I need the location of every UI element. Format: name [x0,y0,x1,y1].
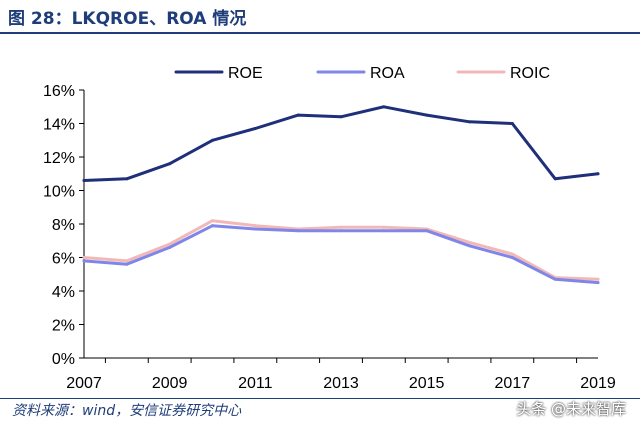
data-point-roic [253,224,257,228]
x-tick-label: 2013 [323,375,359,392]
data-point-roa [125,262,129,266]
data-point-roa [382,229,386,233]
series-line-roa [82,224,600,285]
y-tick-label: 0% [52,351,75,368]
data-point-roa [296,229,300,233]
legend-label-roic: ROIC [510,65,550,82]
y-tick-label: 12% [43,150,75,167]
data-point-roe [296,113,300,117]
data-point-roe [425,113,429,117]
axes: 0% 2% 4% 6% 8% 10% 12% 14% 16% 2007 2009 2011 2013 20… [43,83,616,392]
legend: ROE ROA ROIC [174,65,550,82]
y-tick-label: 6% [52,251,75,268]
footer-divider [0,398,640,399]
data-point-roa [425,229,429,233]
y-tick-label: 2% [52,318,75,335]
data-point-roa [211,224,214,228]
x-tick-label: 2019 [580,375,616,392]
x-tick-label: 2015 [409,375,445,392]
data-point-roe [339,115,343,119]
title-divider [0,32,640,34]
data-point-roe [382,105,386,109]
legend-label-roa: ROA [370,65,405,82]
source-note: 资料来源：wind，安信证券研究中心 [12,403,242,419]
data-point-roic [468,240,471,244]
data-point-roa [168,245,172,249]
x-tick-label: 2017 [495,375,531,392]
y-tick-label: 14% [43,117,75,134]
y-tick-label: 8% [52,217,75,234]
chart-title: 图 28：LKQROE、ROA 情况 [8,9,247,29]
data-point-roic [339,225,343,229]
x-tick-label: 2007 [66,375,102,392]
data-point-roe [253,127,257,131]
watermark: 头条 @未来智库 [516,400,626,418]
line-chart: 0% 2% 4% 6% 8% 10% 12% 14% 16% 2007 2009 2011 2013 20… [43,65,616,392]
data-point-roe [168,162,172,166]
data-point-roe [211,138,214,142]
data-point-roic [125,259,129,263]
data-point-roe [468,120,471,124]
x-tick-label: 2009 [152,375,188,392]
data-point-roe [125,177,129,181]
series-layer [82,105,600,285]
data-point-roe [82,178,86,182]
data-point-roa [253,227,257,231]
data-point-roe [510,122,514,125]
data-point-roe [596,172,600,176]
y-tick-label: 4% [52,284,75,301]
data-point-roa [510,256,514,259]
data-point-roic [596,277,600,281]
data-point-roic [82,256,86,259]
y-tick-label: 10% [43,184,75,201]
data-point-roa [596,281,600,285]
data-point-roa [468,244,471,248]
data-point-roa [82,259,86,263]
data-point-roic [211,219,214,223]
data-point-roa [339,229,343,233]
data-point-roic [382,225,386,229]
data-point-roic [510,252,514,256]
data-point-roic [168,242,172,246]
y-tick-label: 16% [43,83,75,100]
data-point-roe [553,177,557,181]
x-tick-label: 2011 [238,375,273,392]
data-point-roa [553,277,557,281]
legend-label-roe: ROE [228,65,263,82]
